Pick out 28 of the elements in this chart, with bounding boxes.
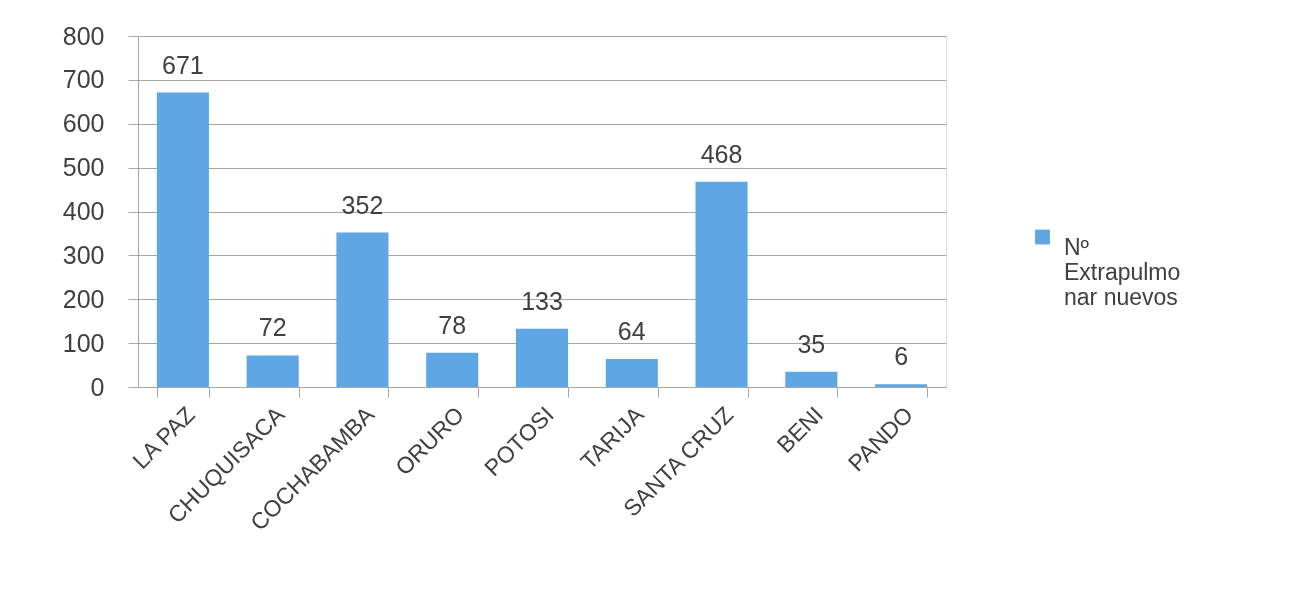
y-tick-label: 100 — [62, 328, 105, 357]
data-label: 35 — [797, 329, 826, 358]
y-tick-label: 800 — [62, 21, 105, 50]
bar — [336, 232, 389, 387]
y-tick-label: 600 — [62, 109, 105, 138]
bar — [246, 355, 299, 387]
y-tick-label: 700 — [62, 65, 105, 94]
data-label: 671 — [162, 50, 204, 79]
y-tick-label: 200 — [62, 284, 105, 313]
y-tick-label: 0 — [90, 372, 105, 401]
y-tick-label: 400 — [62, 197, 105, 225]
data-label: 468 — [700, 139, 743, 168]
data-label: 352 — [341, 190, 384, 219]
bar — [605, 358, 658, 387]
data-label: 133 — [521, 286, 563, 315]
bar — [875, 384, 928, 387]
bar — [156, 92, 209, 387]
y-tick-label: 300 — [62, 240, 105, 269]
legend-label: Nº Extrapulmonar nuevos — [1064, 234, 1181, 311]
bar — [426, 352, 479, 387]
y-tick-label: 500 — [62, 153, 105, 182]
data-label: 72 — [258, 313, 287, 342]
data-label: 6 — [894, 342, 909, 371]
bar — [695, 181, 748, 387]
data-label: 78 — [438, 310, 467, 339]
bar — [785, 371, 838, 387]
data-label: 64 — [617, 316, 646, 345]
bar — [515, 328, 569, 387]
